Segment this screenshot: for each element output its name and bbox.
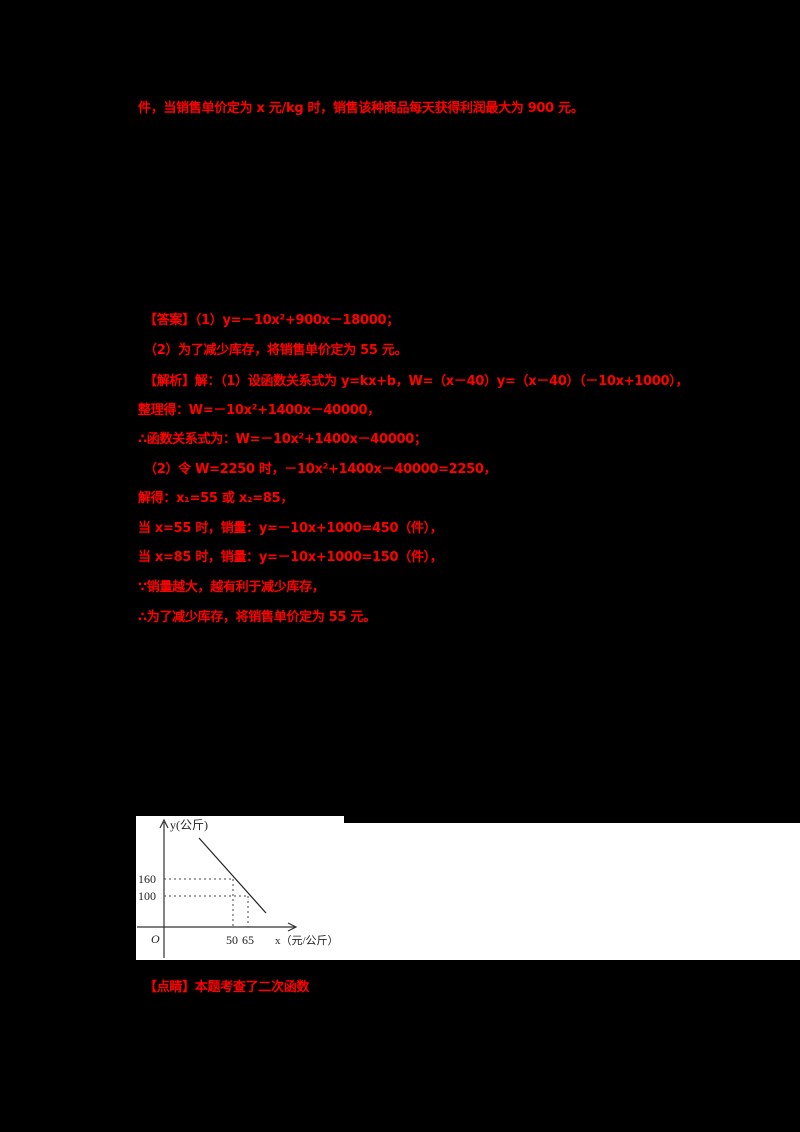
text-line: 【点睛】本题考查了二次函数: [144, 980, 310, 995]
y-tick-100: 100: [138, 889, 156, 903]
text-line: 当 x=85 时，销量：y=－10x+1000=150（件），: [138, 550, 443, 565]
x-tick-50: 50: [226, 933, 238, 947]
y-tick-160: 160: [138, 872, 156, 886]
text-line: 【答案】（1）y=－10x²+900x－18000；: [144, 313, 399, 328]
text-line: （2）为了减少库存，将销售单价定为 55 元。: [144, 343, 408, 358]
text-line: 解得：x₁=55 或 x₂=85，: [138, 491, 294, 506]
text-line: ∴函数关系式为：W=－10x²+1400x－40000；: [138, 432, 427, 447]
y-axis-arrow-icon: [159, 818, 169, 829]
text-line: （2）令 W=2250 时，－10x²+1400x－40000=2250，: [144, 462, 497, 477]
chart-background-extension: [344, 823, 800, 960]
origin-label: O: [151, 932, 160, 946]
text-line: 当 x=55 时，销量：y=－10x+1000=450（件），: [138, 521, 443, 536]
demand-line: [198, 837, 267, 914]
text-line: ∴为了减少库存，将销售单价定为 55 元。: [138, 610, 376, 625]
chart-background: [136, 816, 344, 960]
text-line: 【解析】解：（1）设函数关系式为 y=kx+b，W=（x－40）y=（x－40）…: [144, 374, 689, 389]
x-axis-arrow-icon: [287, 922, 298, 932]
x-tick-65: 65: [242, 933, 254, 947]
text-line: ∵销量越大，越有利于减少库存，: [138, 580, 325, 595]
y-axis-label: y(公斤): [170, 818, 208, 832]
text-line: 件，当销售单价定为 x 元/kg 时，销售该种商品每天获得利润最大为 900 元…: [138, 101, 584, 116]
text-line: 整理得：W=－10x²+1400x－40000，: [138, 403, 380, 418]
x-axis-label: x（元/公斤）: [275, 934, 339, 947]
price-quantity-chart: y(公斤) 160 100 O 50 65 x（元/公斤）: [137, 818, 339, 958]
